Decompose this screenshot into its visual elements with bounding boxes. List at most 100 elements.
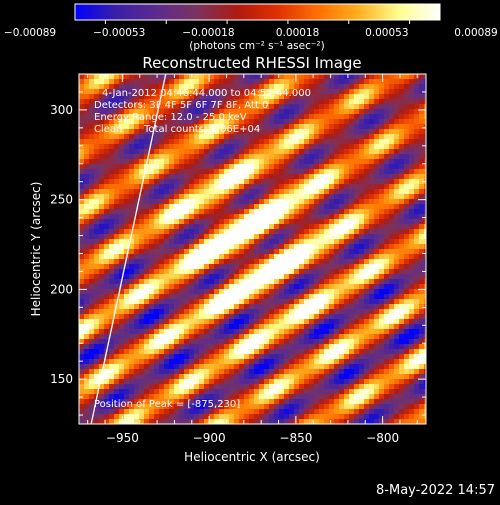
heatmap-cell (399, 119, 404, 124)
heatmap-cell (274, 389, 279, 394)
heatmap-cell (274, 334, 279, 339)
heatmap-cell (164, 139, 169, 144)
heatmap-cell (249, 164, 254, 169)
heatmap-cell (254, 209, 259, 214)
heatmap-cell (99, 164, 104, 169)
heatmap-cell (419, 369, 424, 374)
heatmap-cell (339, 319, 344, 324)
heatmap-cell (274, 189, 279, 194)
heatmap-cell (149, 349, 154, 354)
heatmap-cell (139, 299, 144, 304)
heatmap-cell (109, 359, 114, 364)
heatmap-cell (254, 174, 259, 179)
heatmap-cell (354, 244, 359, 249)
heatmap-cell (99, 224, 104, 229)
heatmap-cell (84, 139, 89, 144)
heatmap-cell (239, 314, 244, 319)
heatmap-cell (84, 129, 89, 134)
heatmap-cell (229, 224, 234, 229)
heatmap-cell (264, 119, 269, 124)
heatmap-cell (224, 264, 229, 269)
heatmap-cell (259, 164, 264, 169)
heatmap-cell (394, 269, 399, 274)
heatmap-cell (394, 254, 399, 259)
heatmap-cell (354, 294, 359, 299)
heatmap-cell (304, 119, 309, 124)
heatmap-cell (369, 129, 374, 134)
heatmap-cell (349, 324, 354, 329)
heatmap-cell (154, 359, 159, 364)
heatmap-cell (384, 339, 389, 344)
heatmap-cell (199, 234, 204, 239)
heatmap-cell (324, 324, 329, 329)
heatmap-cell (384, 84, 389, 89)
heatmap-cell (369, 324, 374, 329)
heatmap-cell (294, 399, 299, 404)
heatmap-cell (114, 214, 119, 219)
heatmap-cell (129, 269, 134, 274)
heatmap-cell (364, 224, 369, 229)
heatmap-cell (224, 209, 229, 214)
heatmap-cell (324, 264, 329, 269)
heatmap-cell (309, 414, 314, 419)
heatmap-cell (304, 199, 309, 204)
heatmap-cell (239, 154, 244, 159)
heatmap-cell (299, 169, 304, 174)
heatmap-cell (99, 204, 104, 209)
heatmap-cell (349, 389, 354, 394)
heatmap-cell (189, 294, 194, 299)
heatmap-cell (139, 279, 144, 284)
heatmap-cell (239, 374, 244, 379)
heatmap-cell (259, 294, 264, 299)
heatmap-cell (149, 419, 154, 424)
heatmap-cell (199, 149, 204, 154)
heatmap-cell (259, 79, 264, 84)
heatmap-cell (199, 289, 204, 294)
heatmap-cell (194, 264, 199, 269)
heatmap-cell (194, 274, 199, 279)
heatmap-cell (394, 374, 399, 379)
heatmap-cell (194, 189, 199, 194)
heatmap-cell (159, 249, 164, 254)
heatmap-cell (404, 359, 409, 364)
heatmap-cell (289, 294, 294, 299)
heatmap-cell (214, 294, 219, 299)
heatmap-cell (339, 184, 344, 189)
heatmap-cell (279, 224, 284, 229)
heatmap-cell (174, 374, 179, 379)
heatmap-cell (119, 179, 124, 184)
heatmap-cell (284, 359, 289, 364)
heatmap-cell (129, 149, 134, 154)
heatmap-cell (409, 84, 414, 89)
heatmap-cell (414, 299, 419, 304)
heatmap-cell (79, 264, 84, 269)
heatmap-cell (319, 269, 324, 274)
heatmap-cell (399, 229, 404, 234)
heatmap-cell (144, 184, 149, 189)
heatmap-cell (349, 409, 354, 414)
heatmap-cell (309, 234, 314, 239)
heatmap-cell (274, 239, 279, 244)
heatmap-cell (414, 184, 419, 189)
heatmap-cell (164, 224, 169, 229)
heatmap-cell (314, 124, 319, 129)
heatmap-cell (104, 249, 109, 254)
heatmap-cell (419, 194, 424, 199)
heatmap-cell (194, 334, 199, 339)
heatmap-cell (134, 124, 139, 129)
heatmap-cell (164, 284, 169, 289)
heatmap-cell (379, 104, 384, 109)
heatmap-cell (219, 209, 224, 214)
heatmap-cell (404, 149, 409, 154)
heatmap-cell (324, 289, 329, 294)
heatmap-cell (154, 324, 159, 329)
heatmap-cell (314, 359, 319, 364)
heatmap-cell (379, 229, 384, 234)
heatmap-cell (374, 164, 379, 169)
heatmap-cell (304, 234, 309, 239)
heatmap-cell (229, 219, 234, 224)
heatmap-cell (209, 414, 214, 419)
heatmap-cell (154, 374, 159, 379)
heatmap-cell (269, 109, 274, 114)
heatmap-cell (259, 199, 264, 204)
